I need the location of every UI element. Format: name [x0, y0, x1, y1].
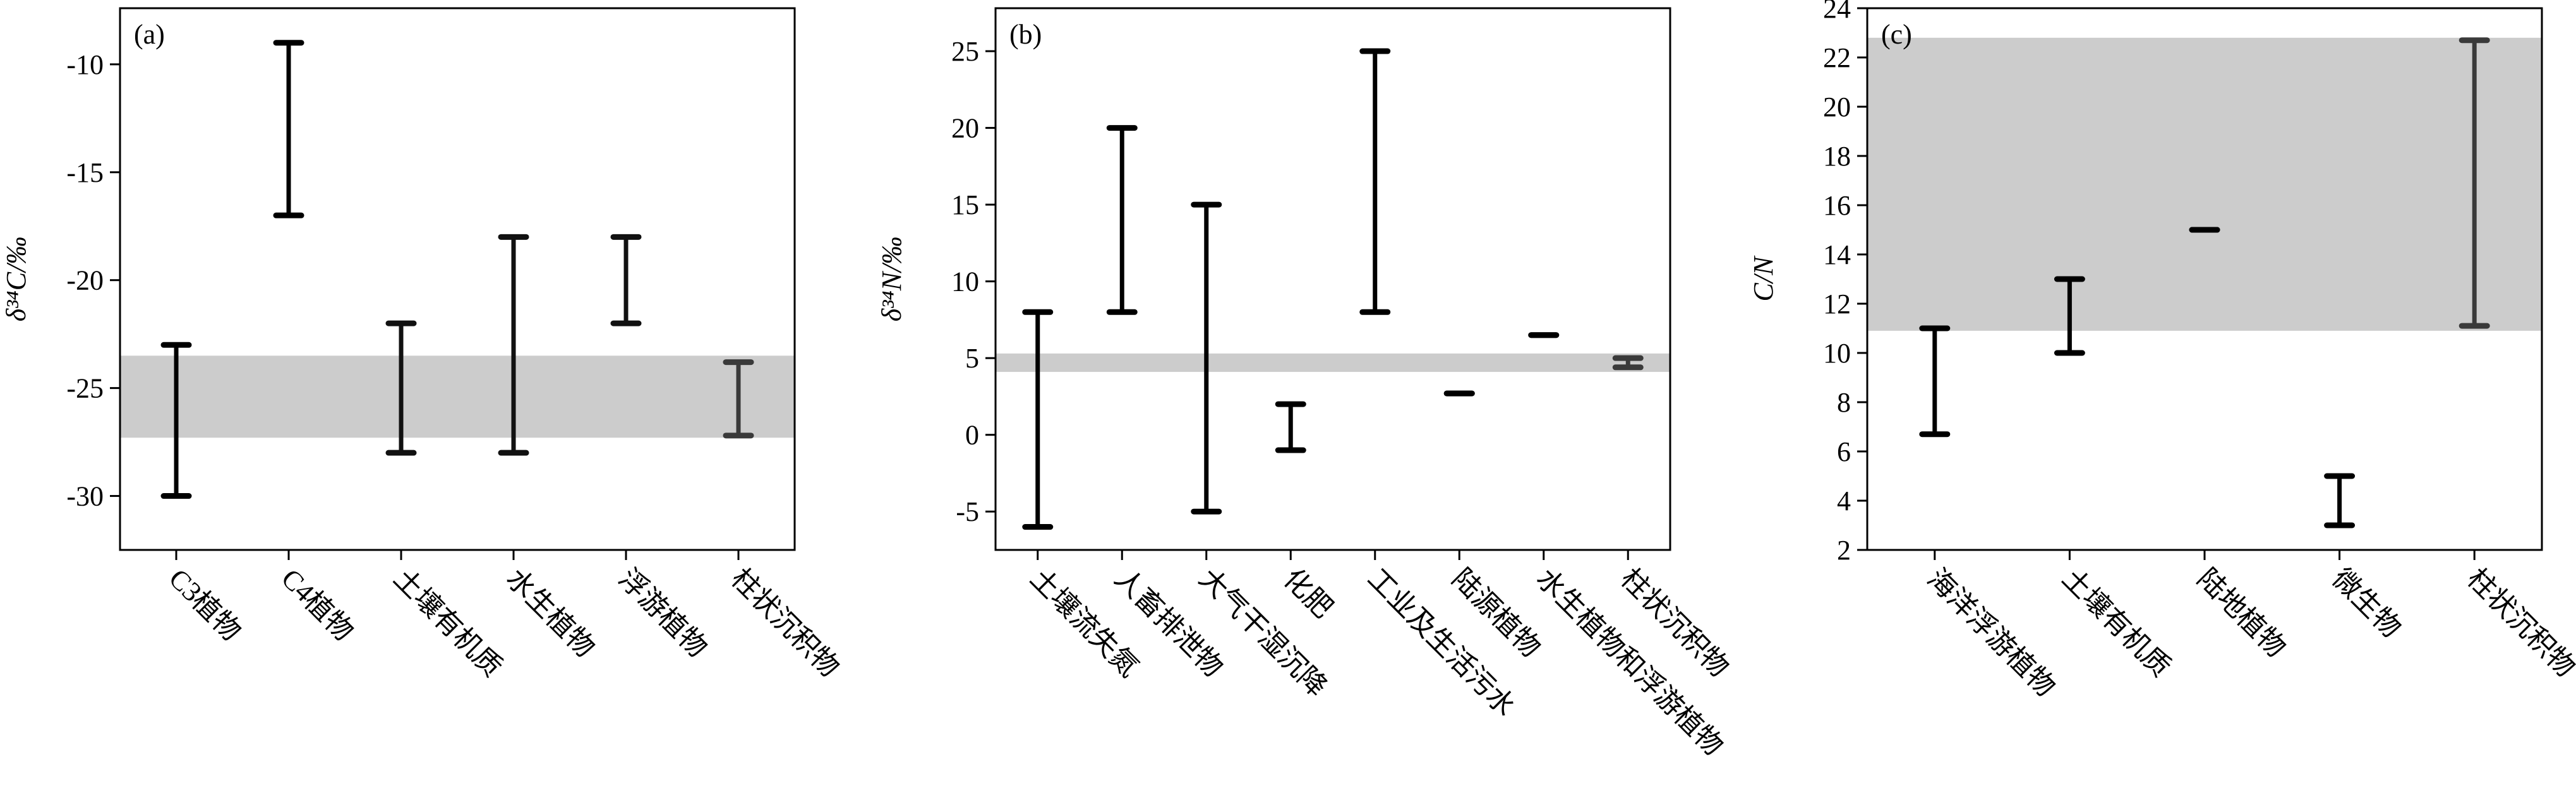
y-tick-label: 14 — [1823, 239, 1851, 270]
y-tick-label: 24 — [1823, 0, 1851, 24]
shaded-band — [120, 355, 795, 438]
y-tick-label: 20 — [1823, 92, 1851, 122]
y-axis-label: δ³⁴C/‰ — [1, 237, 32, 322]
y-tick-label: 0 — [965, 420, 979, 451]
y-tick-label: -25 — [66, 373, 104, 404]
y-tick-label: -15 — [66, 157, 104, 188]
shaded-band — [1867, 37, 2542, 331]
y-tick-label: 18 — [1823, 141, 1851, 172]
y-tick-label: 5 — [965, 343, 979, 374]
y-tick-label: 15 — [951, 189, 979, 220]
x-tick-label: C3植物 — [163, 563, 247, 647]
x-tick-label: C4植物 — [275, 563, 359, 647]
y-tick-label: 12 — [1823, 289, 1851, 319]
axes-frame — [1866, 7, 2543, 551]
y-tick-label: 20 — [951, 113, 979, 144]
x-tick-label: 陆地植物 — [2191, 563, 2292, 663]
y-tick-label: 8 — [1837, 387, 1851, 418]
y-axis-label: C/N — [1748, 255, 1779, 302]
x-tick-label: 化肥 — [1277, 563, 1339, 624]
y-tick-label: 6 — [1837, 436, 1851, 467]
y-tick-label: 16 — [1823, 190, 1851, 221]
y-tick-label: 4 — [1837, 486, 1851, 516]
x-tick-label: 微生物 — [2326, 563, 2407, 643]
x-tick-label: 海洋浮游植物 — [1922, 563, 2061, 702]
y-tick-label: -20 — [66, 265, 104, 296]
panel-label: (b) — [1009, 19, 1042, 50]
y-tick-label: -5 — [956, 496, 979, 527]
shaded-band — [996, 353, 1670, 373]
y-tick-label: 25 — [951, 36, 979, 67]
x-tick-label: 柱状沉积物 — [2461, 563, 2576, 683]
y-tick-label: 22 — [1823, 42, 1851, 73]
y-tick-label: 2 — [1837, 535, 1851, 566]
x-tick-label: 浮游植物 — [613, 563, 713, 663]
x-tick-label: 土壤有机质 — [388, 563, 508, 683]
axes-frame — [119, 7, 796, 551]
y-tick-label: -10 — [66, 49, 104, 80]
x-tick-label: 土壤有机质 — [2056, 563, 2176, 683]
y-axis-label: δ³⁴N/‰ — [876, 237, 907, 322]
y-tick-label: 10 — [1823, 338, 1851, 369]
x-tick-label: 水生植物 — [500, 563, 601, 663]
y-tick-label: -30 — [66, 481, 104, 512]
x-tick-label: 柱状沉积物 — [725, 563, 845, 683]
axes-frame — [994, 7, 1671, 551]
y-tick-label: 10 — [951, 266, 979, 297]
x-tick-label: 工业及生活污水 — [1362, 563, 1521, 722]
panel-label: (a) — [134, 19, 165, 50]
panel-label: (c) — [1881, 19, 1912, 50]
